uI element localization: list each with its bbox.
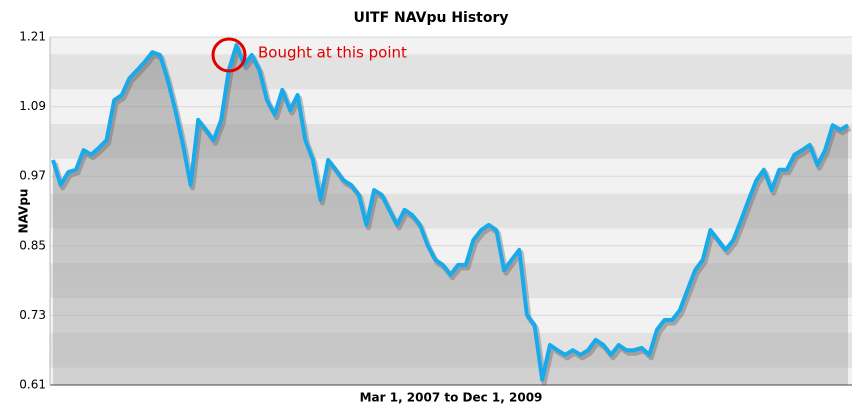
line (51, 43, 850, 382)
y-tick-label: 1.21 (19, 30, 46, 44)
area (53, 45, 848, 385)
annotation-circle (211, 37, 247, 73)
y-tick-label: 0.85 (19, 238, 46, 252)
annotation: Bought at this point (258, 44, 407, 62)
y-tick-label: 0.61 (19, 378, 46, 392)
y-tick-label: 0.97 (19, 169, 46, 183)
chart-title: UITF NAVpu History (353, 10, 508, 26)
y-axis-label: NAVpu (17, 189, 31, 234)
grid-band (50, 54, 852, 90)
y-tick-label: 0.73 (19, 308, 46, 322)
x-axis-label: Mar 1, 2007 to Dec 1, 2009 (360, 391, 543, 405)
y-tick-label: 1.09 (19, 99, 46, 113)
